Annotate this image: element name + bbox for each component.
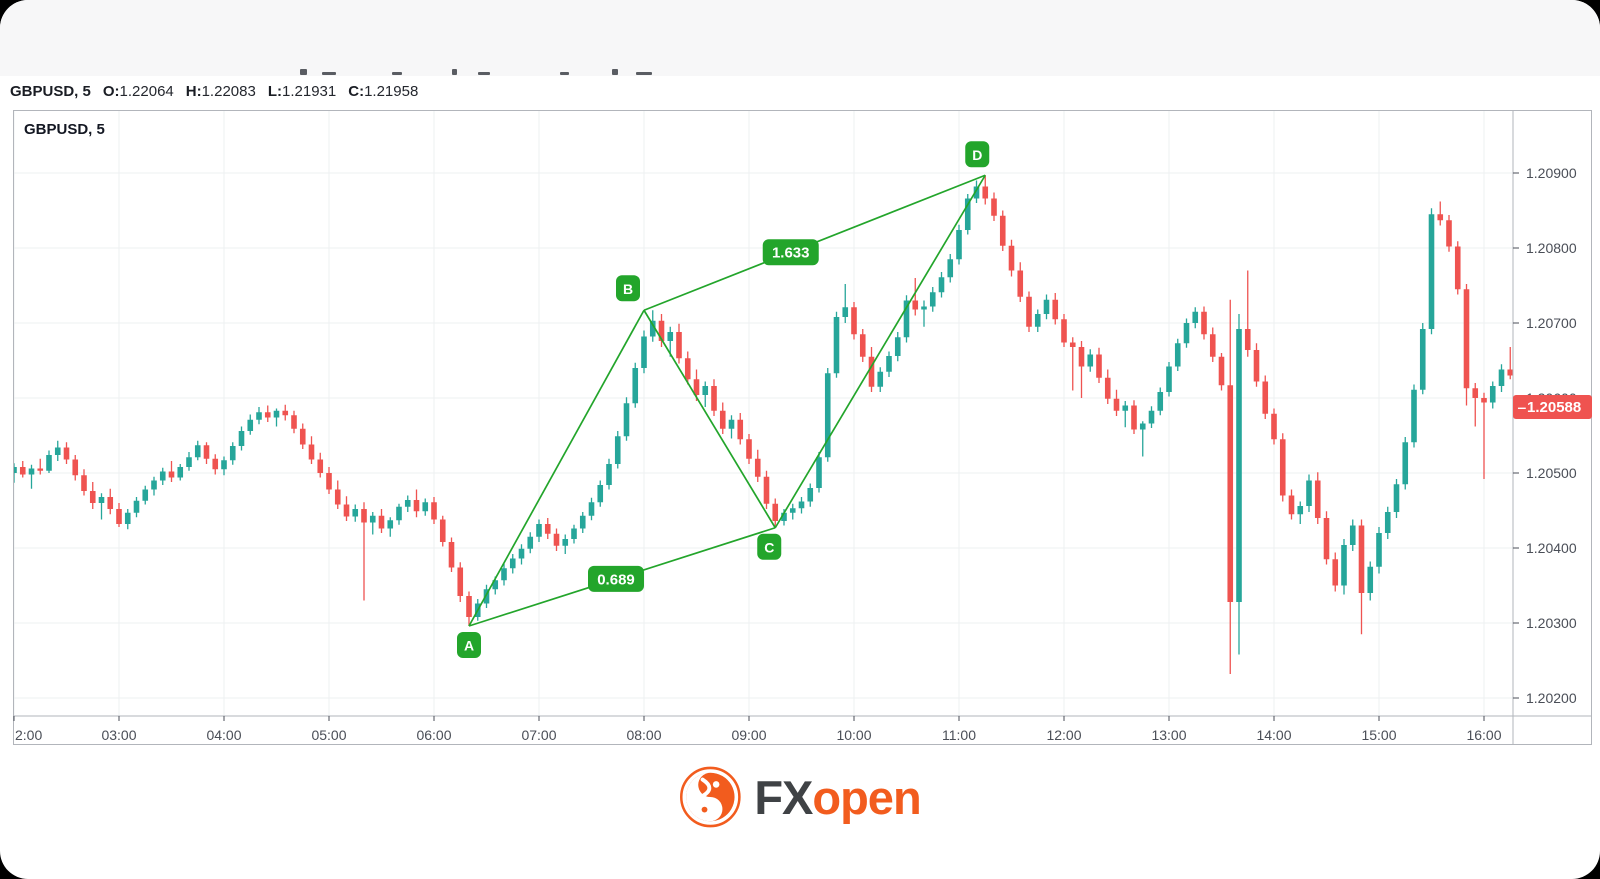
cropped-text-fragments	[636, 72, 652, 75]
close-label: C:	[348, 83, 365, 100]
svg-text:04:00: 04:00	[206, 727, 241, 743]
svg-text:0.689: 0.689	[597, 571, 635, 588]
current-price-badge: ‒ 1.20588	[1513, 395, 1592, 419]
svg-text:1.20400: 1.20400	[1526, 540, 1577, 556]
chart-panel[interactable]: GBPUSD, 5 0.689 1.633 A B C D 1.20900 1.20800 1.…	[13, 110, 1592, 745]
pattern-point-label-D[interactable]: D	[965, 141, 990, 168]
svg-text:1.20700: 1.20700	[1526, 315, 1577, 331]
brand-open: open	[812, 770, 921, 824]
svg-text:C: C	[764, 539, 774, 555]
close-value: 1.21958	[364, 83, 419, 100]
svg-text:07:00: 07:00	[521, 727, 556, 743]
ratio-label-1.633[interactable]: 1.633	[762, 239, 819, 266]
open-value: 1.22064	[119, 83, 174, 100]
pattern-point-label-B[interactable]: B	[616, 275, 640, 302]
svg-text:‒: ‒	[1517, 399, 1526, 415]
svg-text:1.20200: 1.20200	[1526, 690, 1577, 706]
svg-text:1.20500: 1.20500	[1526, 465, 1577, 481]
svg-text:1.20300: 1.20300	[1526, 615, 1577, 631]
cropped-text-fragments	[392, 72, 402, 75]
svg-text:16:00: 16:00	[1466, 727, 1501, 743]
cropped-text-fragments	[300, 69, 307, 75]
svg-text:B: B	[623, 281, 633, 297]
svg-text:12:00: 12:00	[1046, 727, 1081, 743]
svg-text:1.633: 1.633	[772, 245, 810, 262]
candles	[13, 175, 1513, 674]
cropped-text-fragments	[452, 69, 457, 75]
svg-text:13:00: 13:00	[1151, 727, 1186, 743]
svg-text:1.20800: 1.20800	[1526, 240, 1577, 256]
svg-text:09:00: 09:00	[731, 727, 766, 743]
svg-text:05:00: 05:00	[311, 727, 346, 743]
top-strip	[0, 0, 1600, 76]
fxopen-emblem-icon	[680, 766, 741, 828]
symbol-watermark: GBPUSD, 5	[24, 121, 105, 138]
svg-text:08:00: 08:00	[626, 727, 661, 743]
cropped-text-fragments	[612, 69, 618, 75]
open-label: O:	[102, 83, 120, 100]
svg-text:14:00: 14:00	[1256, 727, 1291, 743]
svg-text:D: D	[972, 147, 982, 163]
low-value: 1.21931	[282, 83, 337, 100]
pattern-point-label-A[interactable]: A	[457, 632, 481, 658]
high-label: H:	[185, 83, 202, 100]
price-axis[interactable]: 1.209001.208001.207001.206001.205001.204…	[1513, 165, 1577, 706]
symbol-timeframe[interactable]: GBPUSD, 5	[10, 83, 91, 100]
svg-text:10:00: 10:00	[836, 727, 871, 743]
ratio-label-0.689[interactable]: 0.689	[588, 565, 644, 592]
svg-text:1.20900: 1.20900	[1526, 165, 1577, 181]
svg-text:A: A	[464, 638, 474, 654]
cropped-text-fragments	[560, 72, 569, 75]
svg-text:2:00: 2:00	[15, 727, 42, 743]
svg-text:06:00: 06:00	[416, 727, 451, 743]
pattern-point-label-C[interactable]: C	[757, 533, 782, 560]
candlestick-chart[interactable]: 0.6891.633ABCD1.209001.208001.207001.206…	[13, 110, 1592, 745]
abcd-pattern[interactable]: 0.689 1.633 A B C D	[457, 141, 990, 658]
fxopen-wordmark: FX open	[754, 770, 921, 824]
svg-text:03:00: 03:00	[101, 727, 136, 743]
svg-text:15:00: 15:00	[1361, 727, 1396, 743]
brand-fx: FX	[754, 770, 813, 824]
cropped-text-fragments	[478, 72, 490, 75]
svg-text:11:00: 11:00	[942, 727, 976, 743]
ohlc-header: GBPUSD, 5 O:1.22064 H:1.22083 L:1.21931 C:1.…	[10, 83, 418, 100]
chart-frame-borders	[13, 110, 1592, 745]
high-value: 1.22083	[201, 83, 256, 100]
grid	[13, 110, 1513, 716]
time-axis[interactable]: 2:00 03:00 04:00 05:00 06:00 07:00 08:00 09:00 1…	[13, 716, 1502, 743]
svg-text:1.20588: 1.20588	[1527, 399, 1581, 416]
fxopen-logo: FX open	[679, 766, 922, 828]
low-label: L:	[267, 83, 282, 100]
cropped-text-fragments	[322, 72, 336, 75]
